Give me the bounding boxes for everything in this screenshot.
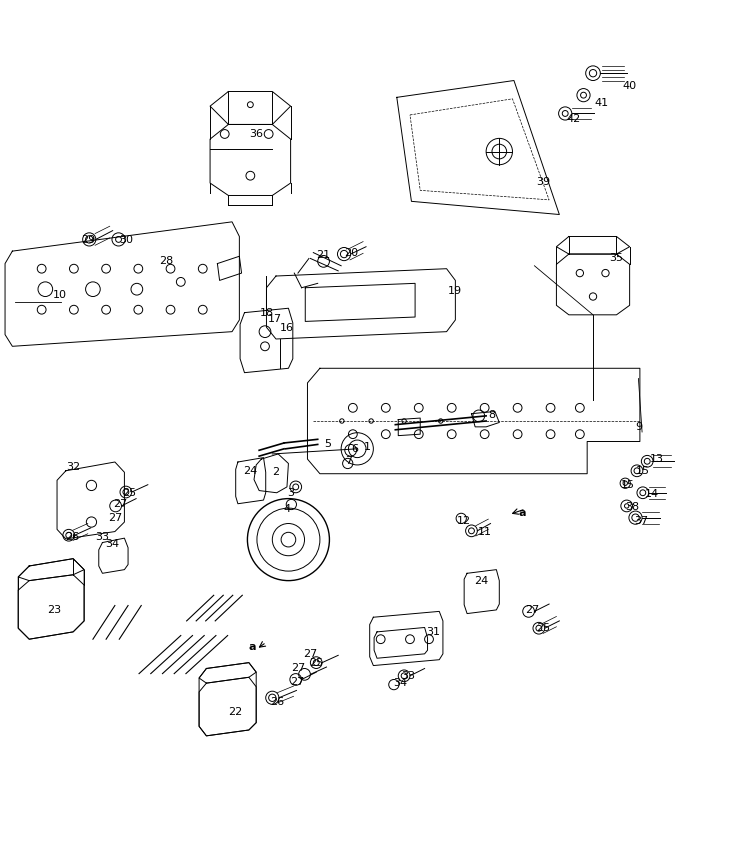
Text: 24: 24 xyxy=(475,576,489,586)
Text: 27: 27 xyxy=(108,514,122,524)
Text: 3: 3 xyxy=(287,488,294,498)
Text: 28: 28 xyxy=(159,256,173,265)
Text: 26: 26 xyxy=(65,531,79,541)
Text: 1: 1 xyxy=(364,441,371,451)
Text: 25: 25 xyxy=(536,623,551,633)
Text: 18: 18 xyxy=(259,307,273,317)
Text: 11: 11 xyxy=(478,527,492,537)
Text: 24: 24 xyxy=(243,466,257,476)
Text: 7: 7 xyxy=(345,456,352,466)
Text: a: a xyxy=(519,509,526,519)
Text: 19: 19 xyxy=(448,285,462,296)
Text: 40: 40 xyxy=(623,82,637,92)
Text: 21: 21 xyxy=(317,250,331,260)
Text: 36: 36 xyxy=(249,129,263,139)
Text: 9: 9 xyxy=(635,422,642,432)
Text: 2: 2 xyxy=(273,467,279,477)
Text: 15: 15 xyxy=(636,466,650,476)
Text: 10: 10 xyxy=(53,290,67,300)
Text: 25: 25 xyxy=(309,658,323,669)
Text: 15: 15 xyxy=(620,481,634,490)
Text: 20: 20 xyxy=(344,248,359,258)
Text: 17: 17 xyxy=(268,314,282,324)
Text: 38: 38 xyxy=(625,503,639,513)
Text: 35: 35 xyxy=(609,253,623,264)
Text: 33: 33 xyxy=(401,671,415,681)
Text: 23: 23 xyxy=(47,605,61,615)
Text: 27: 27 xyxy=(113,498,127,509)
Text: 27: 27 xyxy=(292,663,306,674)
Text: 42: 42 xyxy=(567,115,581,125)
Text: 12: 12 xyxy=(457,515,471,525)
Text: 27: 27 xyxy=(290,677,304,687)
Text: 39: 39 xyxy=(536,177,551,187)
Text: 5: 5 xyxy=(323,440,331,450)
Text: 16: 16 xyxy=(280,323,294,333)
Text: 22: 22 xyxy=(229,707,243,717)
Text: 29: 29 xyxy=(81,235,95,245)
Text: 30: 30 xyxy=(119,235,133,245)
Text: 33: 33 xyxy=(96,531,110,541)
Text: 6: 6 xyxy=(351,444,358,454)
Text: 27: 27 xyxy=(525,605,539,615)
Text: 8: 8 xyxy=(489,410,495,420)
Text: 27: 27 xyxy=(304,649,318,658)
Text: 31: 31 xyxy=(426,627,440,637)
Text: 34: 34 xyxy=(106,539,120,549)
Text: 4: 4 xyxy=(284,504,290,514)
Text: 25: 25 xyxy=(123,488,137,498)
Text: a: a xyxy=(248,642,256,652)
Text: 37: 37 xyxy=(634,515,648,525)
Text: 34: 34 xyxy=(393,678,407,688)
Text: 41: 41 xyxy=(595,99,609,109)
Text: 13: 13 xyxy=(650,454,664,464)
Text: 26: 26 xyxy=(270,697,284,707)
Text: 14: 14 xyxy=(645,489,659,499)
Text: 32: 32 xyxy=(66,462,80,472)
